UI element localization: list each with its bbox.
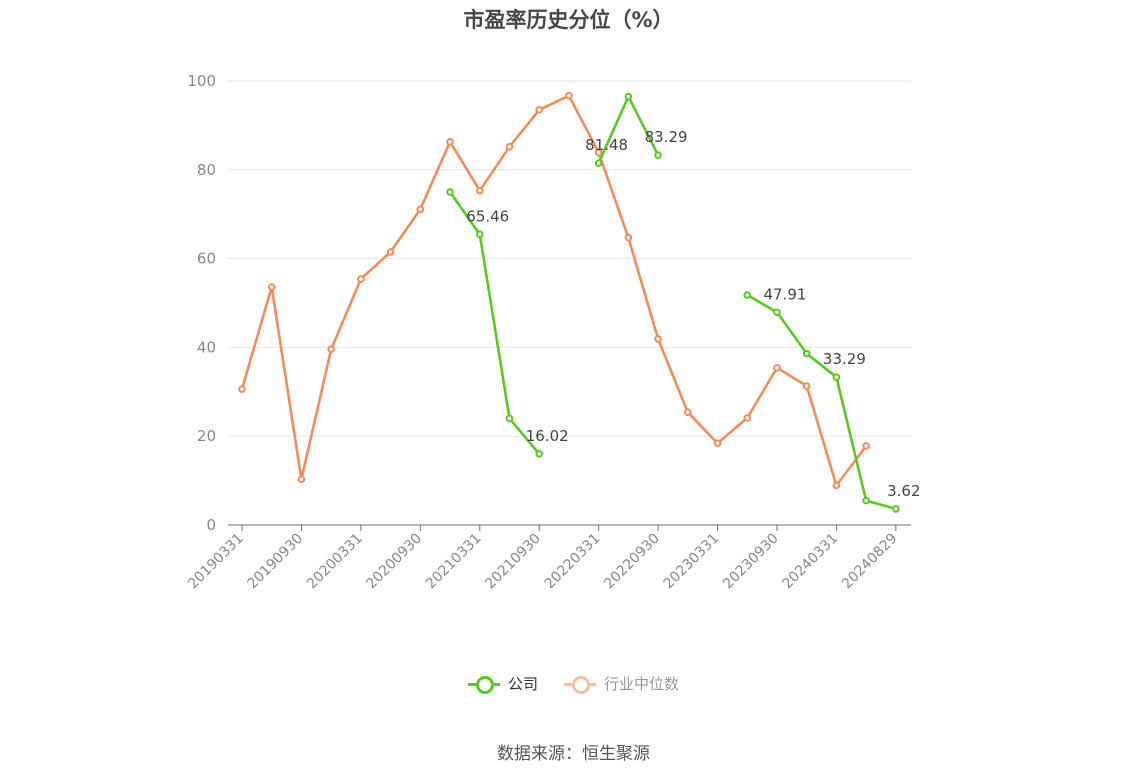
data-point [357, 275, 365, 283]
data-point [713, 439, 722, 448]
series-line [448, 191, 541, 455]
data-point [743, 414, 752, 422]
x-tick-label: 20210331 [423, 531, 485, 593]
x-tick-label: 20220930 [601, 531, 663, 593]
legend-item-company[interactable]: 公司 [467, 673, 538, 694]
y-tick-label: 20 [197, 427, 216, 445]
data-point [624, 233, 633, 242]
data-point [862, 496, 870, 505]
source-note: 数据来源：恒生聚源 [497, 744, 650, 764]
legend-item-industry-median[interactable]: 行业中位数 [564, 673, 679, 694]
data-point [267, 283, 276, 291]
data-point [594, 159, 603, 168]
y-tick-label: 40 [197, 338, 216, 356]
data-point [297, 475, 306, 484]
data-label: 81.48 [585, 136, 628, 154]
data-point [773, 308, 781, 317]
x-tick-label: 20200331 [304, 531, 366, 593]
data-point [594, 148, 603, 157]
legend-marker-company [467, 674, 500, 694]
data-point [535, 450, 544, 458]
data-label: 65.46 [466, 207, 509, 225]
data-point [743, 291, 752, 299]
data-point [892, 505, 900, 513]
x-tick-label: 20210930 [482, 531, 544, 593]
data-point [475, 186, 484, 195]
x-tick-label: 20240829 [839, 531, 901, 593]
data-point [505, 414, 514, 423]
x-tick-label: 20230930 [720, 531, 782, 593]
legend-label-company: 公司 [507, 675, 538, 693]
data-point [565, 91, 573, 100]
x-tick-label: 20240331 [780, 531, 842, 593]
line-chart: 0 20 40 60 80 100 2019033120190930202003312020… [185, 72, 921, 593]
data-point [802, 382, 811, 390]
data-label: 16.02 [526, 427, 569, 445]
series-line [240, 94, 868, 487]
data-point [475, 230, 484, 239]
data-point [327, 345, 335, 353]
data-point [238, 385, 246, 393]
data-point [832, 481, 841, 490]
data-point [654, 151, 662, 159]
y-tick-label: 80 [197, 161, 216, 179]
data-point [862, 442, 870, 450]
data-point [535, 106, 544, 114]
data-point [832, 373, 841, 381]
data-label: 33.29 [823, 350, 866, 368]
x-tick-label: 20190930 [245, 531, 307, 593]
legend-marker-industry-median [564, 674, 596, 694]
data-point [802, 349, 811, 358]
data-point [624, 92, 633, 101]
data-point [416, 205, 425, 214]
y-tick-label: 100 [187, 72, 216, 90]
data-point [446, 138, 454, 146]
series-line [746, 293, 897, 511]
data-point [684, 408, 692, 417]
legend-label-industry-median: 行业中位数 [604, 675, 680, 693]
x-tick-label: 20220331 [542, 531, 604, 593]
series-industry-median [238, 91, 870, 490]
data-label: 3.62 [887, 482, 920, 500]
series-company: 65.46 16.02 81.48 83.29 47.91 33.29 3.62 [446, 92, 921, 513]
data-point [773, 364, 781, 372]
x-tick-label: 20230331 [661, 531, 723, 593]
x-tick-label: 20200930 [363, 531, 425, 593]
data-label: 83.29 [645, 128, 688, 146]
y-tick-label: 60 [197, 250, 216, 268]
data-point [446, 188, 454, 196]
data-point [654, 335, 662, 343]
y-tick-label: 0 [206, 516, 216, 534]
x-tick-label: 20190331 [185, 531, 247, 593]
data-label: 47.91 [763, 285, 806, 303]
data-point [386, 248, 395, 256]
chart-title: 市盈率历史分位（%） [463, 8, 674, 32]
legend: 公司 行业中位数 [0, 673, 1147, 694]
data-point [505, 142, 514, 151]
